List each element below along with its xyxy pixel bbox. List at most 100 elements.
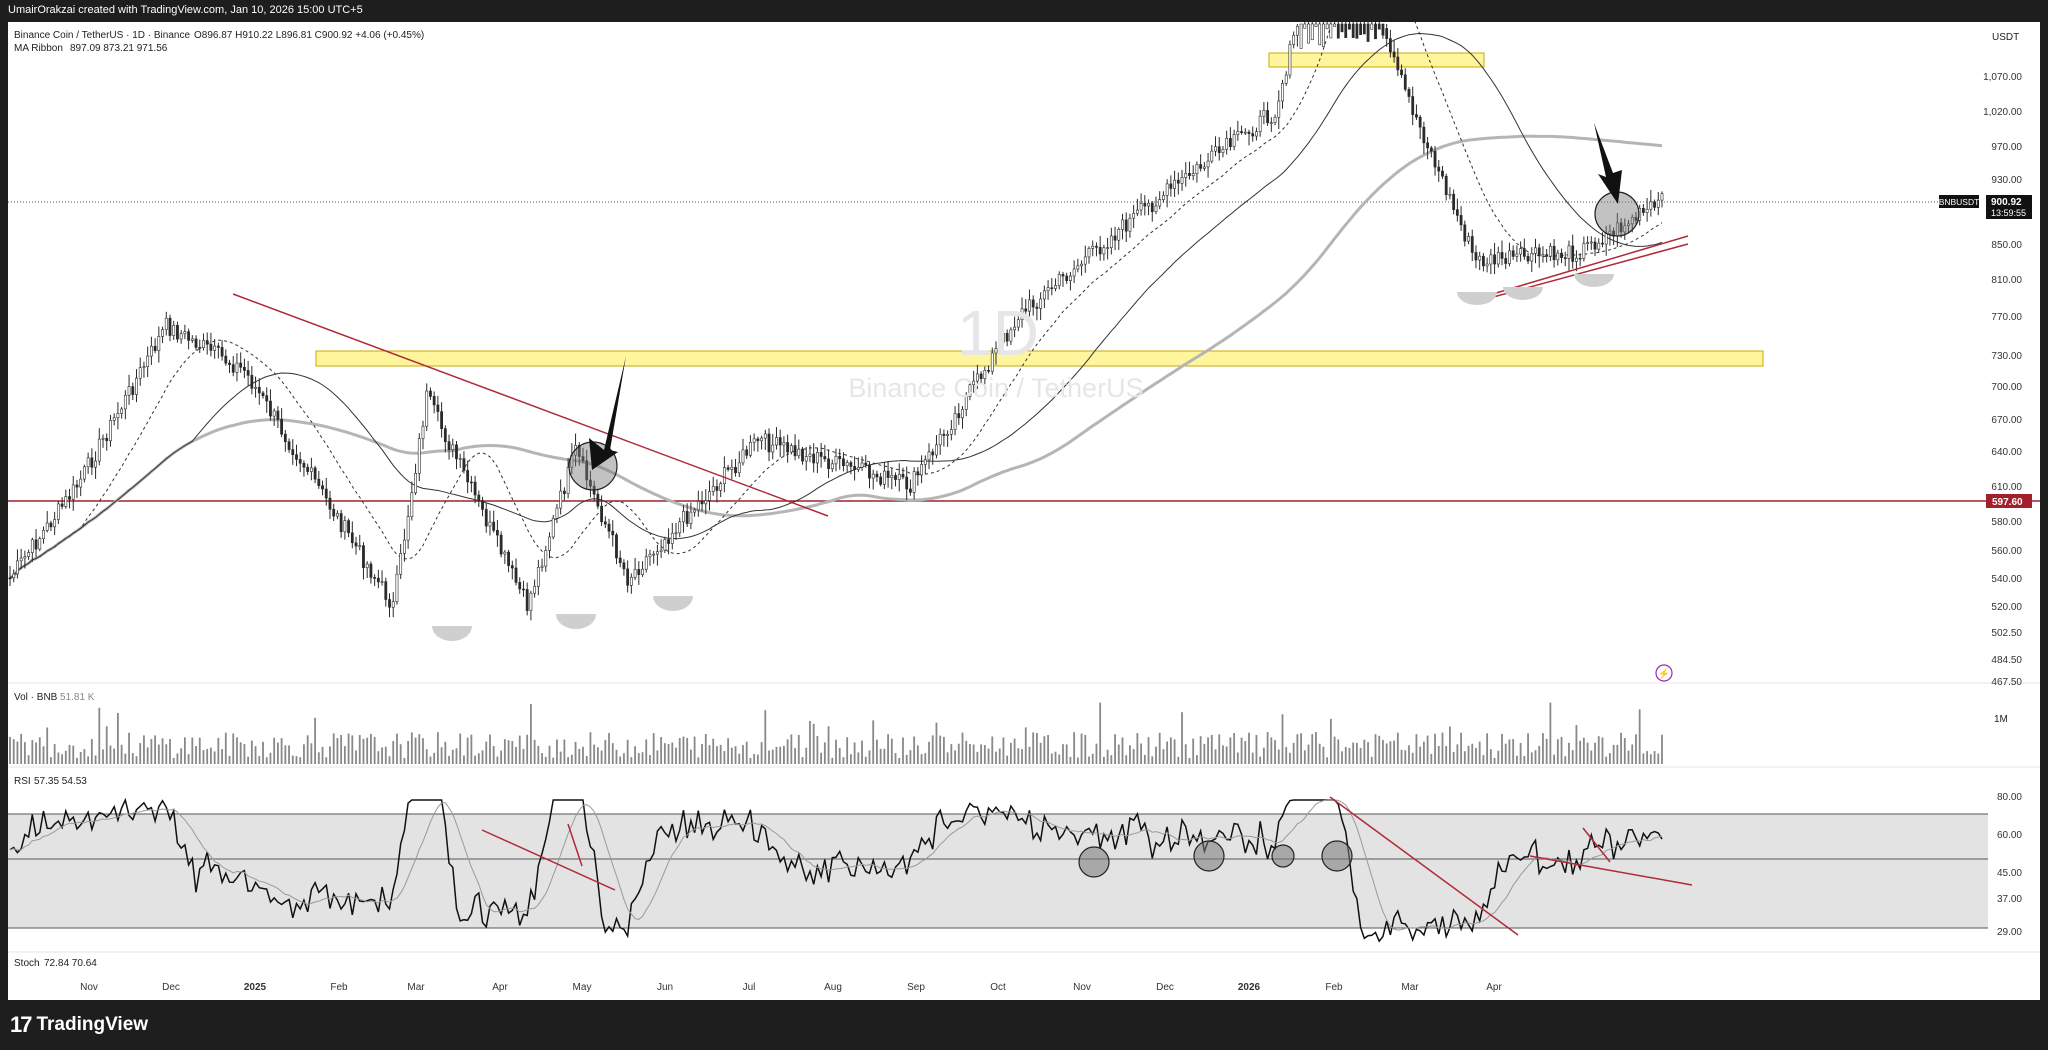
volume-bar [1184,744,1187,764]
candle-body [786,442,790,453]
candle-body [1511,250,1515,257]
candle-body [953,413,957,430]
candle-body [1139,203,1143,211]
candle-body [603,521,607,525]
volume-bar [53,744,56,764]
volume-bar [351,735,354,764]
price-tick: 580.00 [1991,517,2022,528]
rsi-tick: 60.00 [1997,830,2022,841]
candle-body [283,433,287,443]
candle-body [752,438,756,443]
volume-bar [864,756,867,764]
volume-bar [775,746,778,764]
candle-body [548,536,551,551]
volume-bar [169,739,171,764]
candle-body [176,325,179,340]
candle-body [1020,308,1024,321]
price-tick: 640.00 [1991,447,2022,458]
candle-body [1396,56,1400,71]
volume-bar [634,746,636,764]
candle-body [1459,215,1463,226]
candle-body [243,366,246,371]
candle-body [596,493,600,507]
ascending-trendline-upper [1485,235,1689,297]
time-label: May [573,982,592,993]
watermark-name: Binance Coin / TetherUS [848,373,1143,403]
candle-body [1083,256,1087,265]
time-label: Feb [1325,982,1343,993]
volume-bar [719,744,722,764]
volume-bar [1527,733,1529,764]
candle-body [1541,254,1545,257]
candle-body [1578,257,1582,260]
volume-bar [362,738,365,764]
candle-body [1292,34,1296,45]
chart-area[interactable]: 1D Binance Coin / TetherUS Binance Coin … [8,22,2040,1000]
candle-body [1307,23,1310,44]
volume-bar [1556,739,1559,764]
volume-bar [790,734,793,764]
rsi-circle-3 [1271,844,1295,868]
volume-bar [686,737,689,764]
candle-body [1359,23,1363,36]
stoch-values: 72.84 70.64 [44,958,97,969]
candle-body [45,522,49,531]
volume-bar [1017,748,1020,764]
candle-body [778,437,782,446]
candle-body [38,538,42,550]
volume-bar [604,739,607,764]
candle-body [324,488,328,499]
volume-bar [924,753,927,764]
candle-body [1422,126,1426,144]
candle-body [589,479,592,487]
candle-body [715,486,719,491]
candle-body [886,470,890,478]
candle-body [894,475,897,480]
candle-body [1463,224,1467,242]
candle-body [1124,219,1128,232]
candle-body [19,557,23,562]
candle-body [1266,110,1270,124]
volume-bar [139,743,142,764]
candle-body [179,333,183,340]
ma-mid [9,32,1663,579]
volume-bar [370,733,372,764]
candle-body [585,460,589,481]
volume-bar [210,747,212,764]
volume-bar [1088,756,1090,764]
volume-bar [1530,752,1533,764]
volume-bar [1289,752,1291,764]
volume-bar [1032,732,1035,764]
volume-bar [1091,753,1094,764]
volume-bar [1419,746,1422,764]
volume-bar [250,740,253,764]
candle-body [86,457,90,468]
rsi-tick: 29.00 [1997,927,2022,938]
price-tick: 484.50 [1991,655,2022,666]
candle-body [551,518,555,538]
candle-body [815,452,819,464]
candle-body [1433,150,1437,168]
volume-bar [1095,743,1098,764]
support-price-tag-bg [1986,494,2032,508]
lightning-icon [1655,664,1673,682]
candle-body [600,505,603,523]
candle-body [1135,209,1139,214]
rsi-values: 57.35 54.53 [34,776,87,787]
candle-body [1582,243,1586,259]
volume-bar [1486,733,1489,764]
chart-canvas[interactable]: 1D Binance Coin / TetherUS Binance Coin … [8,22,2040,1000]
candle-body [153,345,157,351]
candle-body [1143,203,1147,207]
candle-body [853,466,857,470]
candle-body [1054,285,1057,289]
candle-body [239,362,243,368]
candle-body [94,460,97,468]
candle-body [1411,96,1415,115]
volume-bar [890,738,893,764]
volume-bar [172,757,175,764]
volume-bar [35,742,37,764]
volume-bar [1590,750,1593,764]
candle-body [90,457,94,468]
rsi-circle-2 [1193,840,1225,872]
